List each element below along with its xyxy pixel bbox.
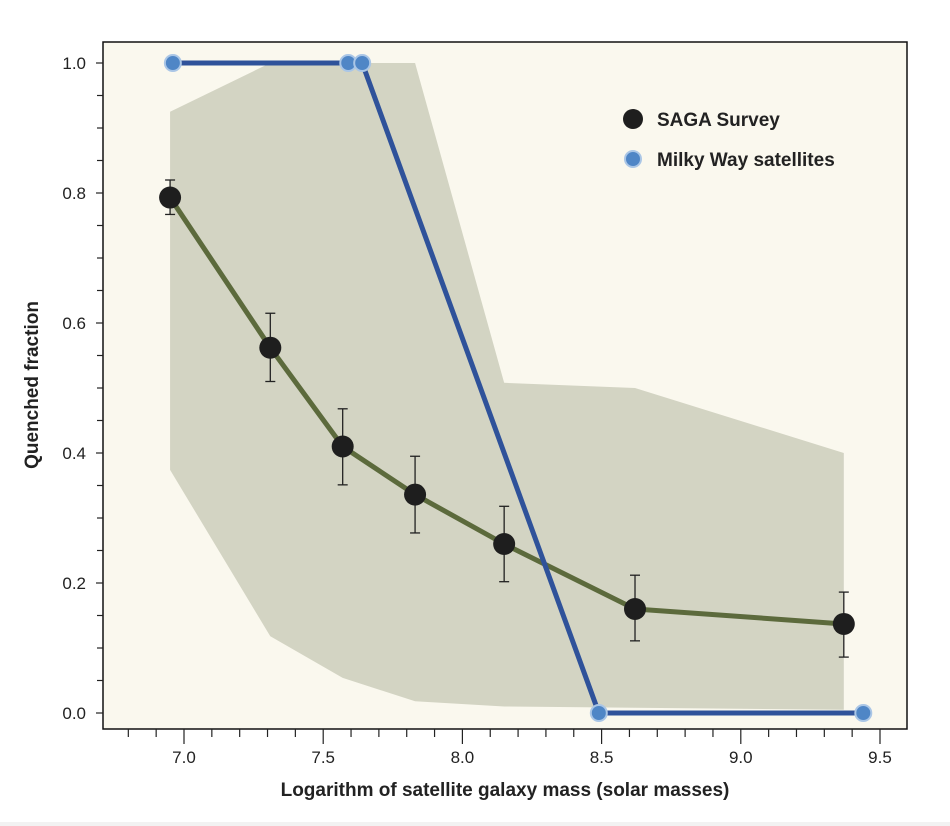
saga-point <box>159 186 182 209</box>
x-tick-label: 9.0 <box>729 748 753 767</box>
milky-way-point <box>353 54 372 72</box>
legend-marker-milky-way <box>624 150 642 168</box>
x-tick-label: 7.0 <box>172 748 196 767</box>
legend-label-milky-way: Milky Way satellites <box>657 150 835 171</box>
x-tick-label: 8.5 <box>590 748 614 767</box>
saga-point <box>493 533 516 555</box>
legend-marker-saga <box>623 109 643 129</box>
milky-way-point <box>163 54 182 72</box>
legend-label-saga: SAGA Survey <box>657 110 780 131</box>
x-tick-label: 7.5 <box>311 748 335 767</box>
saga-point <box>404 483 427 506</box>
saga-point <box>624 598 647 620</box>
y-axis-label: Quenched fraction <box>22 301 43 469</box>
y-tick-label: 0.0 <box>62 704 86 723</box>
milky-way-point <box>854 704 873 722</box>
saga-point <box>259 336 282 359</box>
saga-point <box>832 612 855 635</box>
confidence-band <box>170 63 844 710</box>
bottom-divider <box>0 822 950 826</box>
plot-frame <box>102 41 908 730</box>
legend: SAGA Survey Milky Way satellites <box>623 109 835 171</box>
x-tick-label: 8.0 <box>451 748 475 767</box>
y-tick-label: 0.4 <box>62 444 86 463</box>
y-tick-label: 1.0 <box>62 54 86 73</box>
y-tick-label: 0.8 <box>62 184 86 203</box>
milky-way-point <box>589 704 608 722</box>
x-tick-label: 9.5 <box>868 748 892 767</box>
x-axis-label: Logarithm of satellite galaxy mass (sola… <box>281 780 730 801</box>
y-tick-label: 0.2 <box>62 574 86 593</box>
saga-point <box>331 435 354 458</box>
y-tick-label: 0.6 <box>62 314 86 333</box>
